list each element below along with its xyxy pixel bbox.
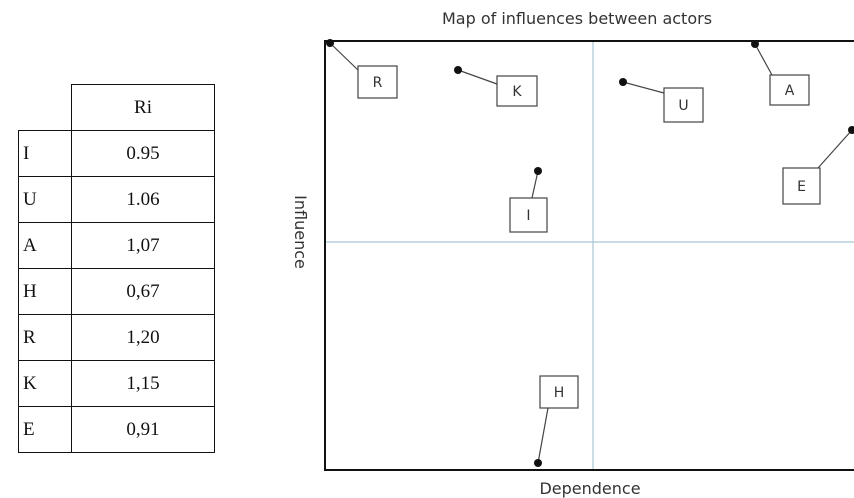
connector — [329, 42, 359, 71]
label-box — [496, 75, 538, 107]
connector — [754, 43, 773, 76]
table-row: K 1,15 — [18, 360, 215, 407]
label-box — [539, 375, 579, 409]
connector — [622, 81, 665, 94]
table-row: R 1,20 — [18, 314, 215, 361]
map-title: Map of influences between actors — [442, 9, 712, 28]
table-row: U 1.06 — [18, 176, 215, 223]
actor-label: R — [373, 75, 383, 91]
ri-cell: 1.06 — [71, 176, 215, 223]
ri-cell: 1,15 — [71, 360, 215, 407]
ri-cell: 0,67 — [71, 268, 215, 315]
table-row: H 0,67 — [18, 268, 215, 315]
actor-dot — [534, 167, 542, 175]
y-label: Influence — [291, 195, 310, 269]
table-row: I 0.95 — [18, 130, 215, 177]
actor-cell: U — [18, 176, 72, 223]
actor-cell: E — [18, 406, 72, 453]
ri-cell: 0.95 — [71, 130, 215, 177]
actor-dot — [326, 39, 334, 47]
actor-cell: K — [18, 360, 72, 407]
blank-cell — [18, 84, 72, 131]
label-box — [782, 167, 821, 205]
label-box — [357, 65, 398, 99]
actor-cell: R — [18, 314, 72, 361]
table-body: Ri I 0.95 U 1.06 A 1,07 H 0,67 R 1,20 K 1,15 E 0,91 — [18, 84, 215, 453]
ri-table: Ri I 0.95 U 1.06 A 1,07 H 0,67 R 1,20 K 1,15 E 0,91 — [18, 84, 215, 453]
connector — [817, 129, 853, 169]
nodes: R K U A E I H — [326, 39, 854, 467]
connector — [457, 69, 498, 85]
actor-label: A — [785, 83, 795, 99]
actor-label: E — [797, 179, 806, 195]
actor-label: I — [526, 208, 530, 224]
actor-label: K — [512, 84, 522, 100]
x-label: Dependence — [539, 479, 640, 498]
table-row: E 0,91 — [18, 406, 215, 453]
table-row: A 1,07 — [18, 222, 215, 269]
connector — [537, 407, 549, 464]
actor-label: U — [678, 98, 688, 114]
label-box — [769, 74, 810, 106]
actor-dot — [454, 66, 462, 74]
actor-dot — [751, 40, 759, 48]
actor-label: H — [554, 385, 565, 401]
actor-dot — [534, 459, 542, 467]
label-box — [663, 87, 704, 123]
actor-dot — [848, 126, 854, 134]
ri-cell: 0,91 — [71, 406, 215, 453]
actor-dot — [619, 78, 627, 86]
label-box — [509, 197, 548, 233]
map-frame — [324, 40, 854, 471]
ri-cell: 1,20 — [71, 314, 215, 361]
connector — [531, 170, 539, 199]
actor-cell: A — [18, 222, 72, 269]
